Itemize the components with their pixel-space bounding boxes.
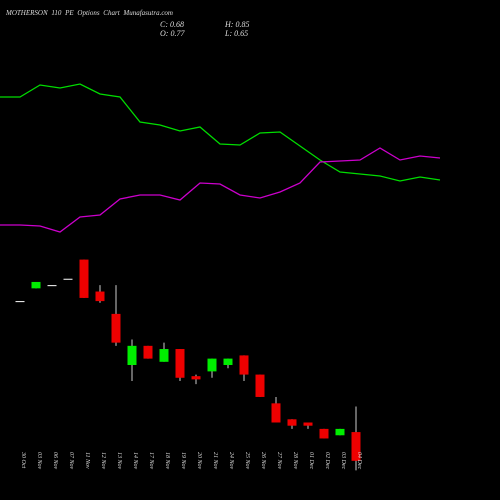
candle-body (335, 428, 345, 436)
x-tick-label: 18 Nov (164, 452, 170, 470)
low-text: L: 0.65 (224, 29, 248, 38)
x-tick-label: 21 Nov (212, 452, 218, 470)
indicator-line (0, 147, 441, 233)
candle-body (239, 355, 249, 375)
x-tick-label: 04 Dec (356, 452, 363, 469)
candle-body (191, 376, 201, 380)
x-tick-label: 11 Nov (84, 452, 90, 469)
candle-body (127, 345, 137, 365)
high-text: H: 0.85 (224, 20, 249, 29)
x-tick-label: 06 Nov (52, 452, 58, 470)
candle-body (111, 313, 121, 343)
x-tick-label: 02 Dec (324, 452, 330, 469)
indicator-line (0, 83, 441, 182)
x-tick-label: 07 Nov (68, 452, 74, 470)
x-tick-label: 24 Nov (228, 452, 235, 470)
candle-body (47, 285, 57, 287)
x-tick-label: 27 Nov (276, 452, 282, 470)
x-tick-label: 26 Nov (260, 452, 266, 470)
x-tick-label: 03 Nov (36, 452, 42, 470)
candle-body (143, 345, 153, 359)
x-tick-label: 12 Nov (100, 452, 106, 470)
candle-body (287, 419, 297, 426)
candle-body (303, 422, 313, 426)
x-tick-label: 14 Nov (132, 452, 139, 470)
candle-body (159, 349, 169, 362)
candle-body (207, 358, 217, 372)
candle-body (319, 428, 329, 439)
x-tick-label: 01 Dec (308, 452, 314, 469)
x-tick-label: 20 Nov (196, 452, 202, 470)
candle-body (255, 374, 265, 397)
x-tick-label: 13 Nov (116, 452, 122, 470)
candle-body (31, 281, 41, 289)
x-tick-label: 25 Nov (244, 452, 250, 470)
x-tick-label: 28 Nov (292, 452, 298, 470)
x-tick-label: 03 Dec (340, 452, 346, 469)
close-text: C: 0.68 (160, 20, 184, 29)
open-text: O: 0.77 (160, 29, 185, 38)
candle-body (15, 301, 25, 303)
candle-body (175, 349, 185, 378)
chart-title: MOTHERSON 110 PE Options Chart Munafasut… (5, 9, 173, 17)
candle-body (79, 259, 89, 298)
candle-body (95, 291, 105, 302)
x-tick-label: 19 Nov (180, 452, 186, 470)
candle-body (223, 358, 233, 365)
x-tick-label: 30 Oct (20, 451, 26, 468)
x-tick-label: 17 Nov (148, 452, 154, 470)
candle-body (351, 432, 361, 461)
candle-body (271, 403, 281, 423)
candle-body (63, 278, 73, 280)
